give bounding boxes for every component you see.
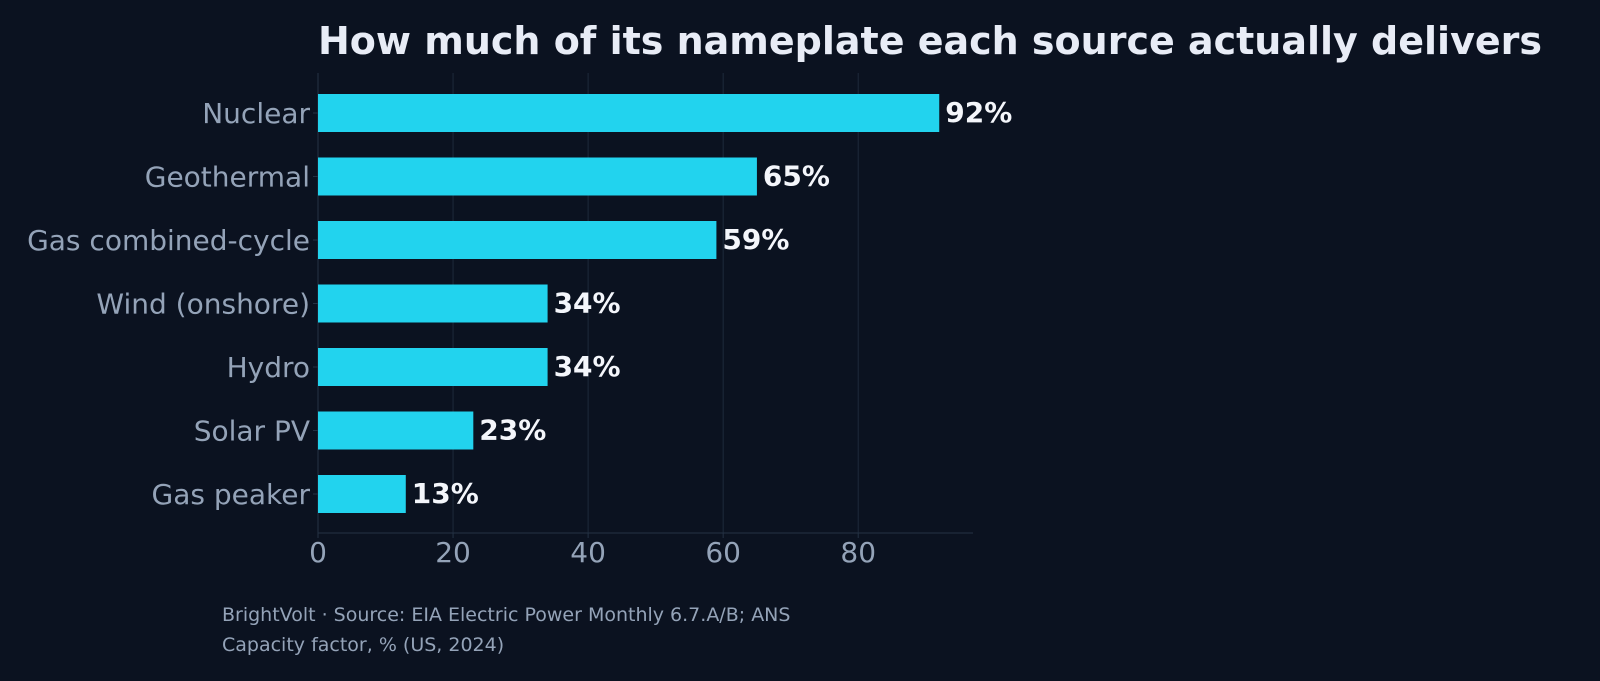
x-tick-label: 0 (309, 536, 327, 569)
x-tick-label: 20 (435, 536, 471, 569)
bar-layer (318, 94, 940, 513)
bar-gas-combined-cycle (318, 221, 717, 259)
value-label: 92% (945, 96, 1012, 129)
category-label: Nuclear (202, 97, 310, 130)
category-label: Hydro (227, 351, 310, 384)
axis-layer: 0 20 40 60 80 (309, 73, 973, 569)
bar-gas-peaker (318, 475, 406, 513)
value-label: 65% (763, 160, 830, 193)
x-tick-label: 60 (705, 536, 741, 569)
x-tick-label: 40 (570, 536, 606, 569)
bar-wind-onshore (318, 284, 548, 323)
category-label: Gas combined-cycle (27, 224, 310, 257)
bar-nuclear (318, 94, 940, 132)
value-label: 23% (479, 414, 546, 447)
category-label: Wind (onshore) (96, 288, 310, 321)
bar-geothermal (318, 157, 757, 196)
bar-solar-pv (318, 411, 474, 450)
label-layer: Nuclear 92% Geothermal 65% Gas combined-cycl… (27, 96, 1012, 511)
footer-note: Capacity factor, % (US, 2024) (222, 634, 505, 656)
category-label: Geothermal (145, 161, 310, 194)
value-label: 13% (412, 477, 479, 510)
value-label: 34% (554, 287, 621, 320)
bar-hydro (318, 348, 548, 386)
category-label: Solar PV (194, 415, 310, 448)
x-tick-label: 80 (840, 536, 876, 569)
category-label: Gas peaker (152, 478, 311, 511)
value-label: 34% (554, 350, 621, 383)
chart-title: How much of its nameplate each source ac… (318, 19, 1542, 63)
value-label: 59% (722, 223, 789, 256)
footer-source: BrightVolt · Source: EIA Electric Power … (222, 604, 791, 626)
